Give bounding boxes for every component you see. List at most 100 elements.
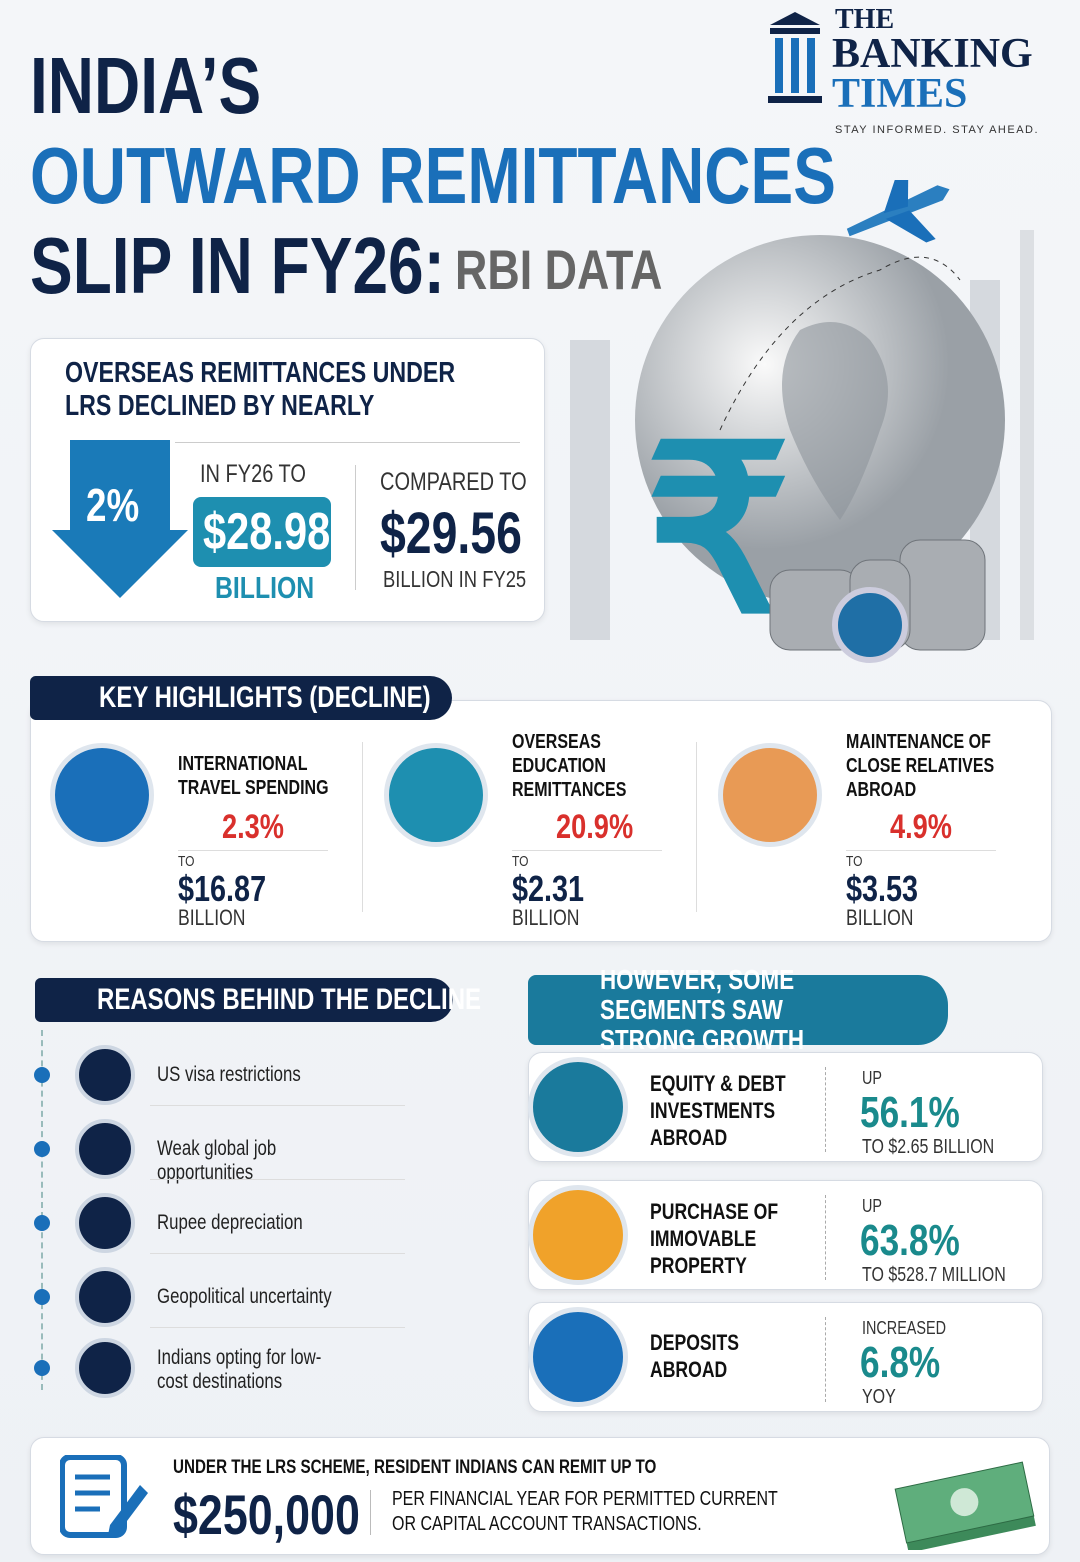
divider [825,1317,826,1402]
title-line: INDIA’S [30,40,319,132]
divider [370,1490,371,1535]
growth-change: 6.8% [860,1338,960,1388]
value: $29.56 [380,500,557,567]
growth-label: DEPOSITS ABROAD [650,1329,800,1383]
highlight-label: OVERSEAS EDUCATION REMITTANCES [512,730,662,802]
growth-icon [528,1185,628,1285]
growth-prefix-text: UP [862,1068,883,1088]
logo-text: THE [835,4,895,35]
highlight-icon [718,743,822,847]
bullet [34,1067,50,1083]
growth-note-text: TO $528.7 MILLION [862,1264,1006,1286]
growth-change: 63.8% [860,1216,985,1266]
title-line: RBI DATA [455,237,714,302]
unit: BILLION [215,570,339,606]
compare-label: COMPARED TO [380,468,527,496]
change: 20.9% [556,808,652,847]
to-text: TO [512,853,529,870]
section-tab: REASONS BEHIND THE DECLINE [35,978,481,1022]
title-text: INDIA’S [30,41,262,130]
highlight-label-text: MAINTENANCE OF CLOSE RELATIVES ABROAD [846,731,995,801]
divider [696,742,697,912]
doc-icon [60,1455,148,1538]
unit-text: BILLION [178,905,246,930]
logo-text: TIMES [832,71,968,117]
reason-icon [75,1338,135,1398]
unit: BILLION [512,905,596,931]
section-title: HOWEVER, SOME SEGMENTS SAW STRONG GROWTH [600,964,805,1055]
growth-prefix-text: INCREASED [862,1318,947,1338]
to: TO [846,853,867,870]
highlight-icon [384,743,488,847]
reason-text-text: Indians opting for low-cost destinations [157,1346,322,1393]
to-text: TO [846,853,863,870]
svg-text:₹: ₹ [645,402,791,659]
value-text: $3.53 [846,868,919,909]
growth-prefix-text: UP [862,1196,883,1216]
highlight-label-text: INTERNATIONAL TRAVEL SPENDING [178,753,329,799]
logo-tagline: STAY INFORMED. STAY AHEAD. [835,124,1040,136]
divider [825,1195,826,1280]
reason-text-text: Rupee depreciation [157,1211,303,1234]
growth-label-text: EQUITY & DEBT INVESTMENTS ABROAD [650,1071,786,1150]
growth-change-text: 56.1% [860,1088,960,1137]
to-text: TO [178,853,195,870]
decline: 2% [86,478,152,532]
label: IN FY26 TO [200,460,332,489]
value: $16.87 [178,868,288,910]
summary-heading-text: OVERSEAS REMITTANCES UNDER LRS DECLINED … [65,357,456,422]
divider [355,465,356,590]
growth-note: YOY [862,1386,904,1409]
highlight-label-text: OVERSEAS EDUCATION REMITTANCES [512,731,627,801]
growth-change: 56.1% [860,1088,985,1138]
growth-note: TO $2.65 BILLION [862,1136,1027,1159]
footer-card [30,1437,1050,1555]
decline-text: 2% [86,479,140,531]
title-text: OUTWARD REMITTANCES [30,131,836,220]
value-text: $2.31 [512,868,585,909]
logo-text: BANKING [832,31,1033,77]
label: COMPARED TO [380,468,563,497]
change-text: 4.9% [890,808,952,846]
divider [175,442,520,443]
growth-prefix: UP [862,1196,887,1217]
growth-icon [528,1057,628,1157]
reason-icon [75,1045,135,1105]
highlight-icon [50,743,154,847]
footer-text: UNDER THE LRS SCHEME, RESIDENT INDIANS C… [173,1457,777,1479]
growth-note: TO $528.7 MILLION [862,1264,1042,1287]
growth-prefix: UP [862,1068,887,1089]
highlight-label: INTERNATIONAL TRAVEL SPENDING [178,752,329,800]
reason-icon [75,1267,135,1327]
growth-label-text: DEPOSITS ABROAD [650,1330,739,1382]
divider [150,1105,405,1106]
reason-text-text: Geopolitical uncertainty [157,1285,332,1308]
reason-text: Weak global job opportunities [157,1137,357,1185]
unit: BILLION [178,905,262,931]
summary-heading: OVERSEAS REMITTANCES UNDER LRS DECLINED … [65,357,505,423]
reason-text-text: Weak global job opportunities [157,1137,277,1184]
cash-icon [894,1461,1036,1550]
footer-note-text: PER FINANCIAL YEAR FOR PERMITTED CURRENT… [392,1488,778,1535]
unit-text: BILLION [846,905,914,930]
footer-amount: $250,000 [173,1482,407,1547]
down-arrow [52,440,188,598]
timeline [41,1030,43,1390]
to: TO [512,853,533,870]
current-value: $28.98 [203,503,331,561]
growth-note-text: YOY [862,1386,896,1408]
current-label: IN FY26 TO [200,460,306,488]
title-suffix: RBI DATA [455,238,663,301]
growth-note-text: TO $2.65 BILLION [862,1136,995,1158]
footer-note: PER FINANCIAL YEAR FOR PERMITTED CURRENT… [392,1487,792,1537]
compare-unit: BILLION IN FY25 [383,566,527,592]
unit: BILLION [846,905,930,931]
divider [150,1327,405,1328]
value: $2.31 [512,868,602,910]
bullet [34,1360,50,1376]
section-title: KEY HIGHLIGHTS (DECLINE) [99,681,431,714]
reason-text: US visa restrictions [157,1063,357,1087]
value: $28.98 [203,502,362,562]
reason-text: Rupee depreciation [157,1211,357,1235]
